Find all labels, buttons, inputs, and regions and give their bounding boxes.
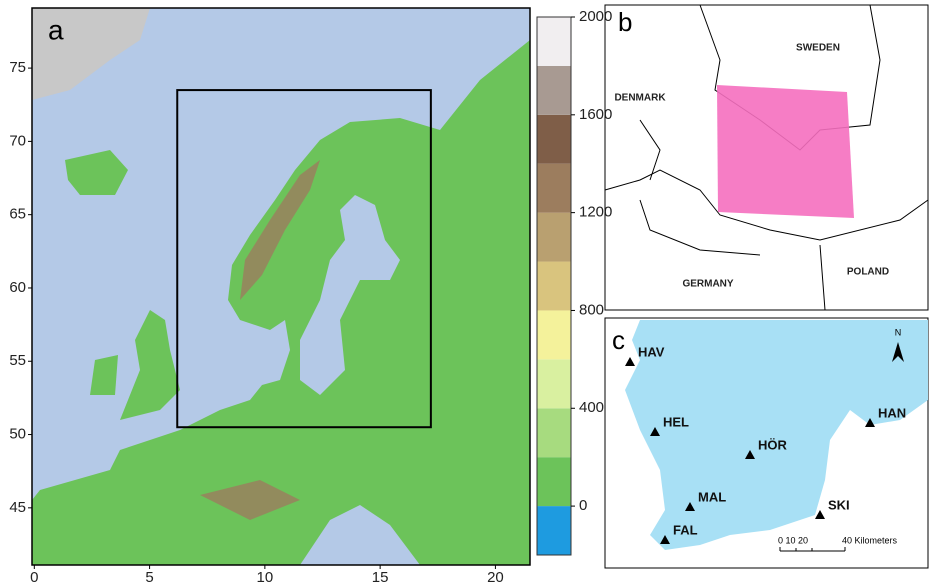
- country-label: POLAND: [847, 267, 889, 278]
- colorbar-band: [537, 261, 571, 311]
- colorbar-label: 1200: [579, 204, 612, 221]
- colorbar-band: [537, 65, 571, 115]
- colorbar-label: 800: [579, 301, 604, 318]
- great-britain: [120, 310, 180, 420]
- y-tick-label: 45: [9, 499, 26, 516]
- colorbar-band: [537, 212, 571, 262]
- ireland: [90, 355, 118, 395]
- panel-label: c: [612, 325, 625, 355]
- panel-label: a: [48, 14, 64, 45]
- station-label: SKI: [828, 497, 850, 512]
- north-label: N: [895, 327, 902, 337]
- colorbar-band: [537, 114, 571, 164]
- north-arrow: [892, 342, 904, 362]
- station-label: HEL: [663, 414, 689, 429]
- y-tick-label: 60: [9, 279, 26, 296]
- scale-bar: [779, 547, 846, 552]
- colorbar-frame: [536, 16, 572, 556]
- colorbar-band: [537, 506, 571, 555]
- station-marker: [865, 418, 875, 427]
- frame: [31, 7, 531, 566]
- colorbar-label: 0: [579, 497, 587, 514]
- scale-label: 40 Kilometers: [842, 535, 898, 545]
- station-marker: [815, 510, 825, 519]
- colorbar-band: [537, 359, 571, 409]
- greenland: [32, 8, 150, 100]
- colorbar-label: 1600: [579, 106, 612, 123]
- scale-label: 0 10 20: [778, 535, 808, 545]
- country-label: GERMANY: [682, 279, 733, 290]
- station-label: FAL: [673, 522, 698, 537]
- mainland: [32, 40, 530, 565]
- station-marker: [660, 535, 670, 544]
- colorbar-band: [537, 163, 571, 213]
- x-tick-label: 0: [30, 569, 38, 586]
- y-tick-label: 70: [9, 132, 26, 149]
- panel-b-map: b: [604, 4, 929, 311]
- station-marker: [745, 450, 755, 459]
- colorbar-label: 2000: [579, 8, 612, 25]
- station-label: MAL: [698, 489, 726, 504]
- panel-a-map: a: [31, 7, 531, 566]
- y-tick-label: 75: [9, 59, 26, 76]
- station-label: HÖR: [758, 437, 788, 452]
- colorbar-band: [537, 310, 571, 360]
- x-tick-label: 15: [372, 569, 389, 586]
- y-tick-label: 50: [9, 426, 26, 443]
- panel-label: b: [618, 7, 632, 37]
- mediterranean: [300, 505, 420, 565]
- panel-c-map: c N 0 10 20 40 Kilometers: [604, 317, 929, 569]
- station-marker: [625, 357, 635, 366]
- x-tick-label: 20: [487, 569, 504, 586]
- study-area: [717, 85, 854, 218]
- domain-box: [176, 89, 432, 429]
- colorbar-band: [537, 408, 571, 458]
- station-marker: [650, 427, 660, 436]
- iceland: [65, 150, 128, 195]
- alps: [200, 480, 300, 520]
- colorbar-label: 400: [579, 399, 604, 416]
- y-tick-label: 55: [9, 352, 26, 369]
- mountains: [240, 160, 320, 300]
- country-label: DENMARK: [614, 93, 666, 104]
- x-tick-label: 5: [145, 569, 153, 586]
- country-label: SWEDEN: [796, 43, 840, 54]
- colorbar-band: [537, 17, 571, 66]
- land: [625, 320, 928, 550]
- x-tick-label: 10: [257, 569, 274, 586]
- colorbar-band: [537, 457, 571, 507]
- station-label: HAN: [878, 405, 906, 420]
- station-marker: [685, 502, 695, 511]
- baltic-sea: [300, 195, 400, 395]
- y-tick-label: 65: [9, 206, 26, 223]
- station-label: HAV: [638, 344, 665, 359]
